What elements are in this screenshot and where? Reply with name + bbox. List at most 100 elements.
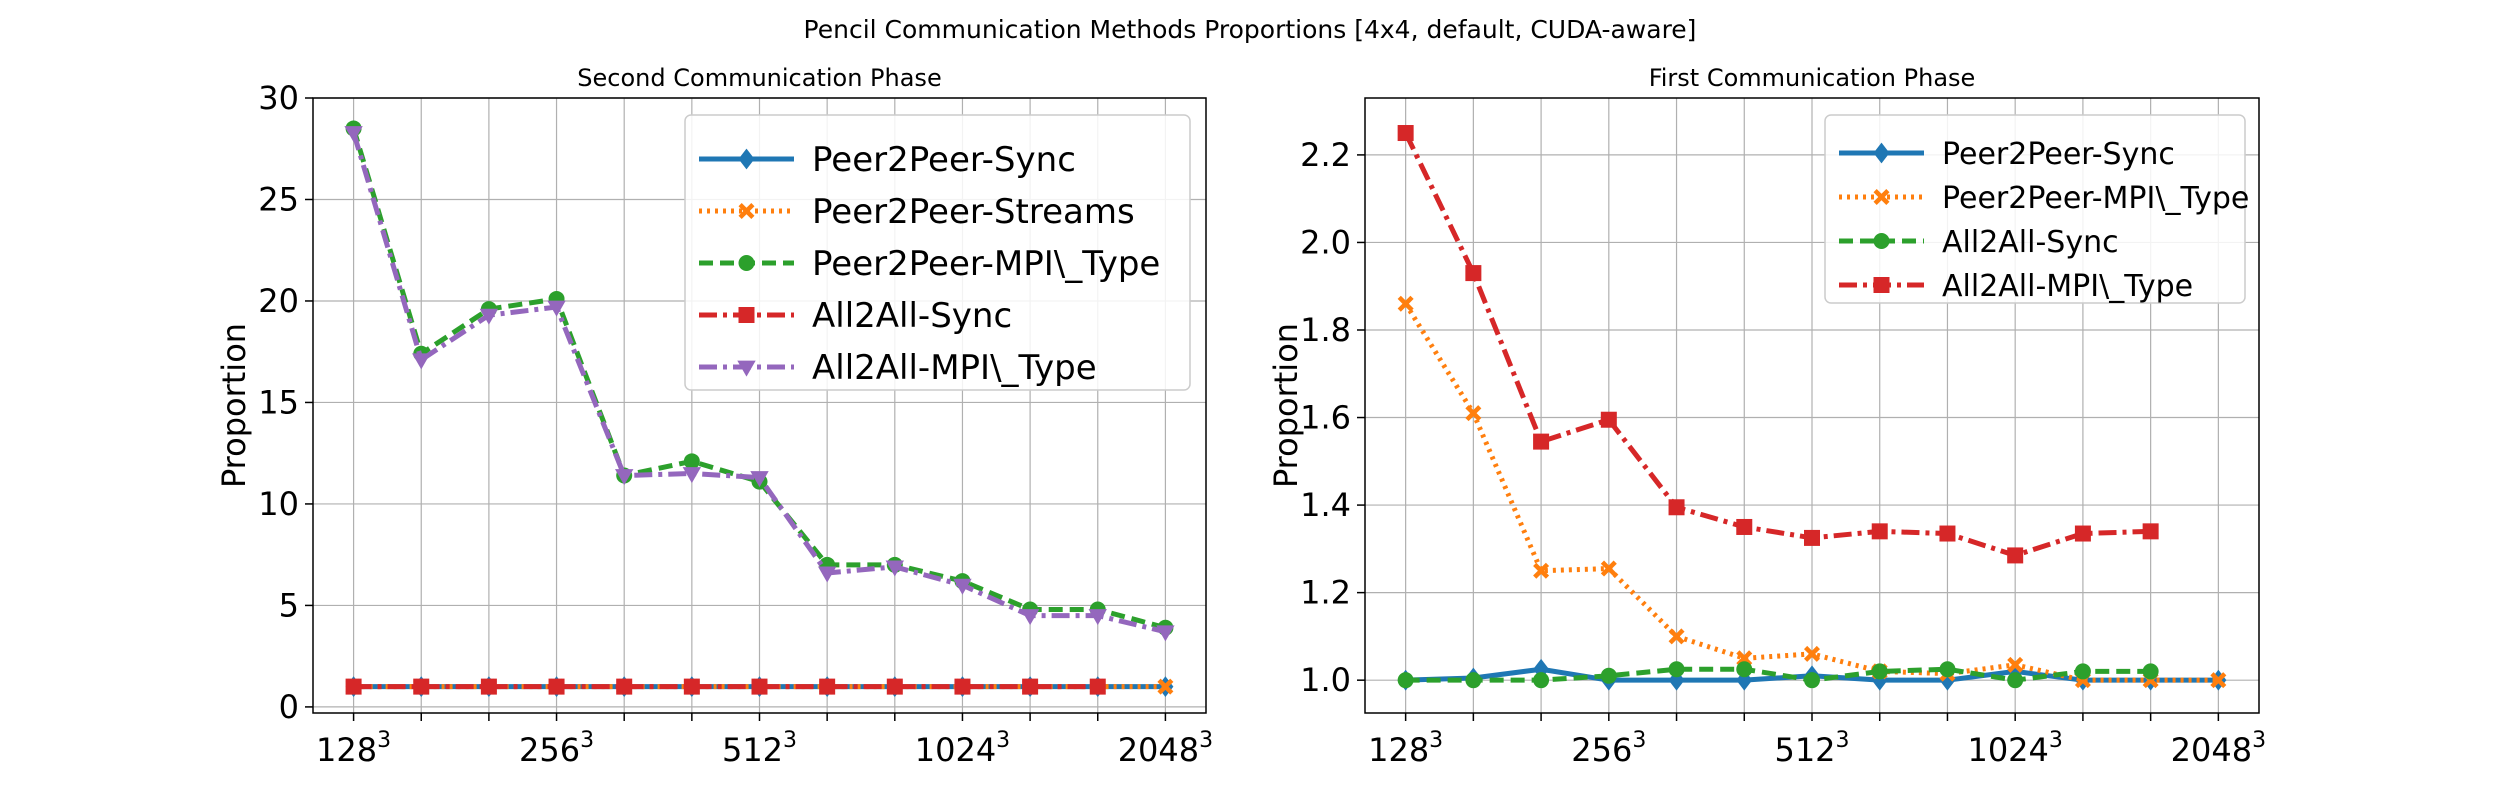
legend-label: Peer2Peer-MPI\_Type bbox=[1942, 181, 2249, 216]
y-tick-label: 10 bbox=[258, 485, 299, 523]
series-all2all-mpi-type bbox=[1397, 125, 2159, 564]
y-tick-label: 20 bbox=[258, 282, 299, 320]
data-point bbox=[1397, 295, 1414, 312]
data-point bbox=[1465, 672, 1482, 689]
series-line bbox=[1403, 131, 2151, 558]
data-point bbox=[1736, 661, 1753, 678]
figure-title: Pencil Communication Methods Proportions… bbox=[804, 15, 1697, 44]
data-point bbox=[2142, 523, 2159, 540]
x-tick-label: 10243 bbox=[915, 728, 1010, 769]
data-point bbox=[2007, 672, 2024, 689]
legend-label: Peer2Peer-Sync bbox=[812, 140, 1076, 180]
legend-marker bbox=[1873, 233, 1890, 249]
y-tick-label: 2.2 bbox=[1300, 136, 1351, 174]
data-point bbox=[1533, 672, 1550, 689]
data-point bbox=[1804, 672, 1820, 689]
series-all2all-sync bbox=[1397, 661, 2159, 689]
legend: Peer2Peer-Sync Peer2Peer-Streams Peer2Peer… bbox=[684, 114, 1191, 391]
data-point bbox=[2007, 547, 2024, 564]
data-point bbox=[1089, 678, 1106, 695]
y-tick-label: 1.2 bbox=[1300, 574, 1351, 612]
data-point bbox=[1939, 525, 1956, 542]
data-point bbox=[817, 566, 837, 583]
data-point bbox=[548, 678, 565, 695]
x-tick-label: 20483 bbox=[2171, 728, 2266, 769]
y-tick-label: 2.0 bbox=[1300, 223, 1351, 261]
data-point bbox=[682, 467, 702, 484]
data-point bbox=[1022, 678, 1039, 695]
series-all2all-mpi-type bbox=[344, 126, 1175, 642]
data-point bbox=[1600, 411, 1617, 428]
data-point bbox=[885, 560, 905, 577]
y-tick-label: 1.6 bbox=[1300, 399, 1351, 437]
chart-second-communication-phase: 0 5 10 15 20 25 30 1283 2563 5123 10243 20483 Second… bbox=[215, 64, 1213, 769]
y-tick-label: 1.8 bbox=[1300, 311, 1351, 349]
data-point bbox=[751, 678, 768, 695]
y-tick-label: 5 bbox=[279, 586, 299, 624]
data-point bbox=[1465, 265, 1482, 282]
data-point bbox=[413, 678, 430, 695]
data-point bbox=[953, 578, 972, 595]
legend: Peer2Peer-Sync Peer2Peer-MPI\_Type All2All… bbox=[1824, 114, 2249, 304]
data-point bbox=[1533, 433, 1550, 450]
legend-label: All2All-Sync bbox=[812, 296, 1012, 336]
legend-box bbox=[1824, 114, 2246, 304]
data-point bbox=[2074, 663, 2091, 680]
legend-marker bbox=[738, 148, 755, 170]
legend-marker bbox=[738, 307, 755, 323]
data-point bbox=[1939, 661, 1956, 678]
data-point bbox=[683, 678, 700, 695]
data-point bbox=[1088, 609, 1107, 626]
x-tick-label: 1283 bbox=[316, 728, 391, 769]
x-tick-label: 5123 bbox=[1774, 728, 1849, 769]
chart-first-communication-phase: 1.0 1.2 1.4 1.6 1.8 2.0 2.2 1283 2563 5123 10243 20… bbox=[1267, 64, 2266, 769]
data-point bbox=[1871, 523, 1888, 540]
data-point bbox=[1804, 529, 1820, 546]
data-point bbox=[886, 678, 903, 695]
series-all2all-sync bbox=[345, 678, 1106, 695]
data-point bbox=[345, 678, 362, 695]
data-point bbox=[1465, 405, 1482, 422]
y-tick-label: 15 bbox=[258, 383, 299, 421]
data-point bbox=[954, 678, 971, 695]
data-point bbox=[1736, 650, 1753, 667]
data-point bbox=[1397, 672, 1414, 689]
legend-label: All2All-Sync bbox=[1942, 225, 2119, 260]
x-tick-label: 2563 bbox=[1571, 728, 1646, 769]
x-tick-label: 1283 bbox=[1368, 728, 1443, 769]
y-tick-label: 0 bbox=[279, 688, 299, 726]
legend-box bbox=[684, 114, 1191, 391]
data-point bbox=[1397, 125, 1414, 142]
data-point bbox=[683, 453, 700, 470]
x-tick-label: 5123 bbox=[722, 728, 797, 769]
legend-marker bbox=[1873, 277, 1890, 293]
legend-label: Peer2Peer-MPI\_Type bbox=[812, 244, 1160, 284]
legend-marker bbox=[738, 255, 755, 271]
legend-marker bbox=[737, 360, 756, 377]
data-point bbox=[616, 678, 633, 695]
legend-marker bbox=[1873, 142, 1890, 164]
data-point bbox=[1156, 625, 1175, 642]
y-tick-label: 30 bbox=[258, 79, 299, 117]
legend-marker bbox=[738, 203, 755, 219]
chart-title: First Communication Phase bbox=[1649, 64, 1976, 92]
y-axis-label: Proportion bbox=[215, 323, 253, 488]
data-point bbox=[1668, 661, 1685, 678]
chart-title: Second Communication Phase bbox=[577, 64, 941, 92]
y-tick-label: 1.4 bbox=[1300, 486, 1351, 524]
y-tick-label: 1.0 bbox=[1300, 661, 1351, 699]
data-point bbox=[819, 678, 836, 695]
data-point bbox=[2210, 672, 2227, 689]
data-point bbox=[412, 353, 431, 370]
data-point bbox=[1668, 499, 1685, 516]
x-tick-label: 2563 bbox=[519, 728, 594, 769]
legend-label: Peer2Peer-Sync bbox=[1942, 137, 2175, 172]
x-tick-label: 20483 bbox=[1118, 728, 1213, 769]
data-point bbox=[1157, 678, 1174, 695]
y-axis-label: Proportion bbox=[1267, 323, 1305, 488]
data-point bbox=[344, 126, 363, 143]
y-tick-label: 25 bbox=[258, 180, 299, 218]
data-point bbox=[1533, 562, 1550, 579]
legend-label: All2All-MPI\_Type bbox=[1942, 269, 2193, 304]
